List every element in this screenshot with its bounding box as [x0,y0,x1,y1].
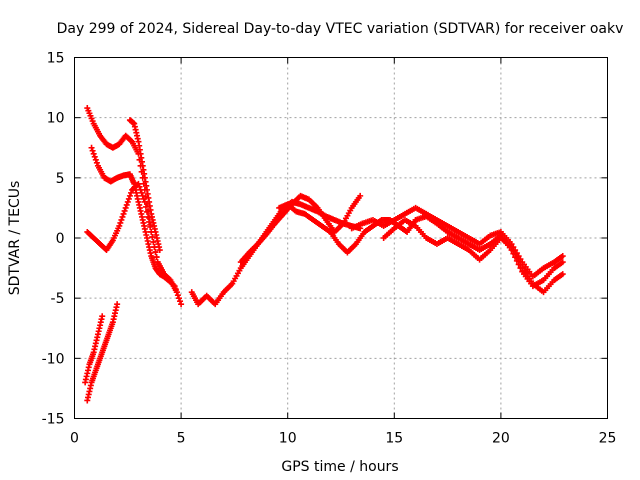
data-point [93,159,100,166]
data-point [126,192,133,199]
data-point [135,180,142,187]
x-tick-label: 20 [492,431,510,447]
series-track-6 [82,313,106,386]
x-tick-label: 25 [599,431,617,447]
data-point [124,198,131,205]
x-axis-label: GPS time / hours [281,459,398,475]
data-point [156,247,163,254]
y-tick-label: -5 [51,291,65,307]
grid [74,57,608,419]
y-axis-label: SDTVAR / TECUs [7,181,23,296]
y-tick-label: 15 [47,51,65,67]
data-point [143,208,150,215]
data-point [508,247,515,254]
data-point [88,144,95,151]
series-track-3 [84,180,168,278]
data-point [137,186,144,193]
data-point [559,271,566,278]
data-point [510,250,517,257]
data-point [559,253,566,260]
data-point [142,203,149,210]
data-point [170,282,177,289]
series-track-2 [88,144,185,308]
series-track-12 [412,213,566,290]
data-point [147,223,154,230]
data-point [139,192,146,199]
data-point [138,189,145,196]
data-point [120,210,127,217]
data-point [153,254,160,261]
series-track-7 [188,198,364,308]
data-point [92,156,99,163]
data-point [127,137,134,144]
x-tick-label: 0 [70,431,79,447]
series-track-10 [348,204,566,280]
data-point [513,257,520,264]
data-point [127,189,134,196]
data-point [171,283,178,290]
data-point [173,289,180,296]
data-points [82,105,566,404]
series-track-1 [84,105,180,296]
data-point [175,295,182,302]
x-tick-label: 5 [177,431,186,447]
series-track-5 [84,301,121,404]
data-point [117,219,124,226]
data-point [114,301,121,308]
series-track-8 [237,192,364,266]
y-tick-label: 10 [47,111,65,127]
data-point [89,147,96,154]
y-tick-label: 0 [56,231,65,247]
data-point [121,207,128,214]
data-point [123,201,130,208]
data-point [118,216,125,223]
x-tick-label: 10 [279,431,297,447]
data-point [99,313,106,320]
data-point [91,153,98,160]
data-point [150,239,157,246]
data-point [152,249,159,256]
data-point [512,254,519,261]
data-point [357,192,364,199]
data-point [177,298,184,305]
data-point [119,213,126,220]
data-point [140,195,147,202]
data-point [515,261,522,268]
series-track-4 [126,117,163,254]
data-point [136,183,143,190]
data-point [174,292,181,299]
data-point [161,271,168,278]
data-point [116,222,123,229]
y-tick-label: 5 [56,171,65,187]
data-point [178,301,185,308]
x-tick-label: 15 [385,431,403,447]
data-point [90,150,97,157]
y-tick-label: -15 [42,412,65,428]
data-point [149,233,156,240]
data-point [125,195,132,202]
data-point [517,265,524,272]
axes: 0 5 10 15 20 25 -15 -10 -5 0 5 10 15 [42,51,617,447]
y-tick-label: -10 [42,351,65,367]
chart-title: Day 299 of 2024, Sidereal Day-to-day VTE… [57,21,624,37]
data-point [146,218,153,225]
data-point [172,286,179,293]
data-point [122,204,129,211]
data-point [559,259,566,266]
